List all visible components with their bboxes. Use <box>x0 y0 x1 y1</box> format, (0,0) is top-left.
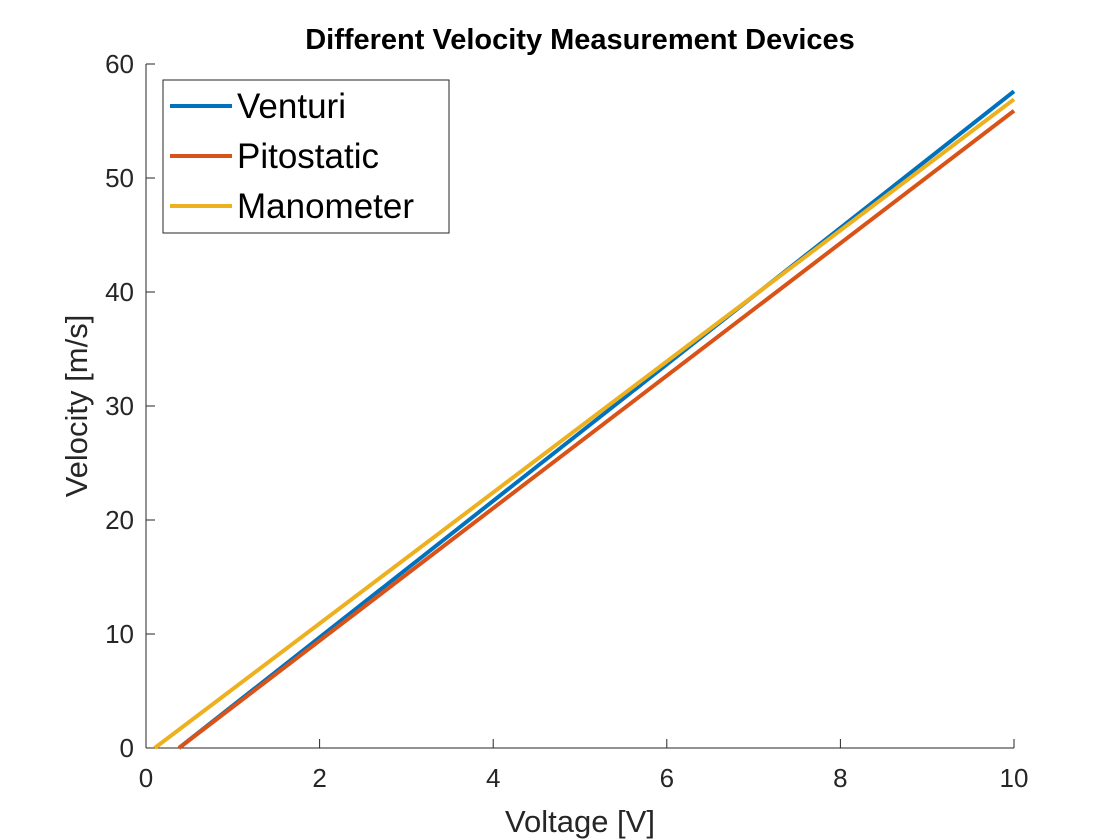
y-tick-label: 0 <box>120 733 134 763</box>
x-tick-label: 2 <box>312 763 326 793</box>
chart-title: Different Velocity Measurement Devices <box>305 24 855 56</box>
y-tick-label: 50 <box>105 163 134 193</box>
legend-label-venturi: Venturi <box>237 87 346 126</box>
series-line-pitostatic <box>177 109 1016 750</box>
x-tick-label: 8 <box>833 763 847 793</box>
legend: Venturi Pitostatic Manometer <box>162 79 450 234</box>
x-axis-title: Voltage [V] <box>505 804 655 839</box>
y-ticks: 0 10 20 30 40 50 60 <box>105 49 155 763</box>
x-tick-label: 4 <box>486 763 500 793</box>
legend-label-pitostatic: Pitostatic <box>237 137 379 176</box>
y-tick-label: 10 <box>105 619 134 649</box>
legend-label-manometer: Manometer <box>237 187 414 226</box>
x-tick-label: 10 <box>1000 763 1029 793</box>
y-tick-label: 40 <box>105 277 134 307</box>
series-line-manometer <box>153 97 1016 750</box>
y-axis-title: Velocity [m/s] <box>59 315 94 498</box>
y-tick-label: 30 <box>105 391 134 421</box>
y-tick-label: 60 <box>105 49 134 79</box>
x-ticks: 0 2 4 6 8 10 <box>139 739 1029 793</box>
x-tick-label: 0 <box>139 763 153 793</box>
series-lines <box>153 89 1016 750</box>
series-line-venturi <box>177 89 1016 750</box>
y-tick-label: 20 <box>105 505 134 535</box>
legend-items: Venturi Pitostatic Manometer <box>170 87 414 226</box>
x-tick-label: 6 <box>660 763 674 793</box>
